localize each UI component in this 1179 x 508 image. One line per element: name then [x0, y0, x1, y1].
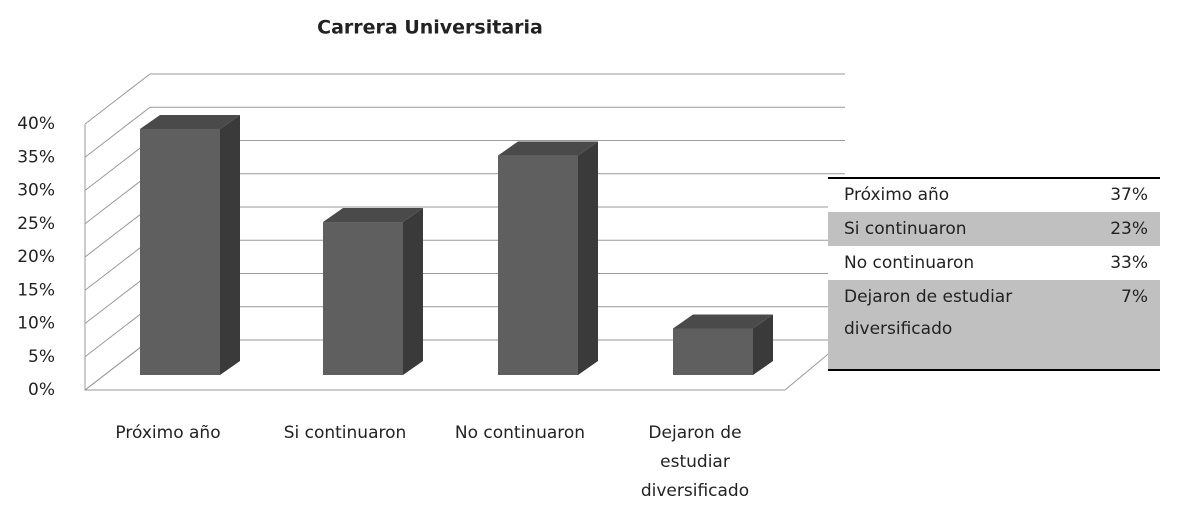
table-value: 23%: [1110, 219, 1148, 239]
y-tick-label: 25%: [17, 214, 55, 234]
table-value: 33%: [1110, 253, 1148, 273]
y-tick-label: 0%: [28, 380, 55, 400]
y-tick-label: 30%: [17, 181, 55, 201]
table-label: Dejaron de estudiar diversificado: [844, 287, 1012, 339]
bar-top: [498, 141, 598, 156]
bar-front: [498, 155, 578, 375]
chart-title: Carrera Universitaria: [317, 17, 543, 39]
x-tick-label: No continuaron: [455, 423, 585, 443]
bar-front: [140, 128, 220, 375]
bar-side: [753, 314, 773, 375]
table-row: [828, 246, 1160, 280]
floor: [85, 339, 846, 391]
table-label: Próximo año: [844, 185, 949, 205]
bar: [323, 208, 423, 375]
bar-top: [673, 314, 773, 329]
bar-side: [220, 114, 240, 375]
table-value: 7%: [1121, 287, 1148, 307]
x-tick-label: Próximo año: [115, 423, 220, 443]
bar-side: [578, 141, 598, 375]
table-label: Si continuaron: [844, 219, 967, 239]
y-tick-label: 10%: [17, 314, 55, 334]
table-row: [828, 212, 1160, 246]
bar: [140, 114, 240, 375]
y-tick-label: 5%: [28, 347, 55, 367]
bar-side: [403, 208, 423, 375]
table-row: [828, 178, 1160, 212]
bar-front: [323, 222, 403, 375]
y-tick-label: 15%: [17, 280, 55, 300]
y-tick-label: 35%: [17, 147, 55, 167]
table-row: [828, 280, 1160, 370]
bar-front: [673, 328, 753, 375]
y-tick-label: 20%: [17, 247, 55, 267]
bar: [498, 141, 598, 375]
bar: [673, 314, 773, 375]
table-value: 37%: [1110, 185, 1148, 205]
table-label: No continuaron: [844, 253, 974, 273]
y-tick-label: 40%: [17, 114, 55, 134]
bar-top: [140, 114, 240, 129]
grid-line: [84, 106, 845, 158]
bar-top: [323, 208, 423, 223]
x-tick-label: Si continuaron: [284, 423, 407, 443]
x-tick-label: Dejaron de estudiar diversificado: [641, 423, 749, 501]
grid-line: [84, 73, 845, 125]
